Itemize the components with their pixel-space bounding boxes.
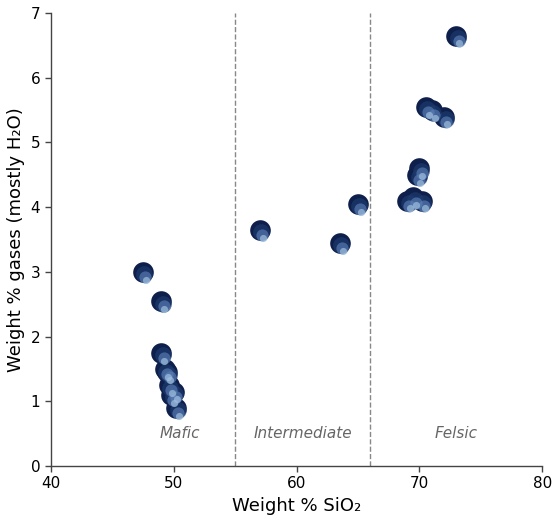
Point — [257, 228, 266, 236]
Text: Mafic: Mafic — [159, 426, 200, 442]
Point — [164, 371, 173, 379]
Point — [172, 395, 181, 404]
Point — [405, 201, 414, 210]
Point — [165, 384, 174, 392]
Point — [402, 196, 411, 205]
Point — [415, 179, 424, 187]
Point — [419, 199, 428, 207]
Point — [423, 105, 432, 114]
Point — [169, 398, 178, 407]
Point — [442, 117, 451, 126]
Point — [416, 167, 425, 175]
Point — [158, 351, 167, 360]
Point — [169, 396, 178, 404]
Point — [338, 246, 347, 255]
Point — [141, 276, 150, 284]
Point — [453, 34, 462, 42]
Point — [166, 376, 175, 384]
Point — [159, 354, 168, 362]
Point — [413, 171, 421, 179]
Point — [168, 393, 177, 401]
Point — [337, 244, 346, 252]
Point — [160, 357, 169, 365]
Point — [412, 201, 421, 209]
Point — [443, 120, 452, 128]
Point — [160, 365, 169, 373]
Point — [355, 203, 364, 211]
Point — [430, 114, 439, 122]
Point — [454, 37, 463, 45]
Point — [160, 305, 169, 313]
Point — [420, 204, 429, 212]
Point — [409, 193, 418, 201]
Text: Felsic: Felsic — [435, 426, 478, 442]
Point — [167, 386, 176, 395]
Point — [174, 411, 183, 420]
Point — [410, 196, 419, 204]
Point — [165, 373, 174, 382]
Point — [172, 393, 181, 401]
Point — [162, 367, 171, 376]
Point — [255, 226, 264, 234]
Point — [158, 300, 167, 308]
X-axis label: Weight % SiO₂: Weight % SiO₂ — [232, 497, 361, 515]
Point — [157, 297, 166, 305]
Point — [353, 200, 362, 208]
Point — [172, 404, 181, 412]
Point — [455, 39, 464, 48]
Point — [337, 241, 345, 250]
Point — [406, 204, 415, 212]
Point — [163, 370, 172, 378]
Point — [141, 273, 150, 281]
Point — [258, 233, 267, 242]
Point — [163, 368, 172, 376]
Point — [423, 108, 432, 116]
Point — [421, 103, 430, 111]
Point — [174, 409, 183, 417]
Point — [441, 115, 450, 123]
Point — [159, 302, 168, 311]
Point — [414, 173, 423, 182]
Point — [357, 208, 366, 216]
Point — [257, 231, 266, 239]
Point — [157, 349, 166, 357]
Point — [404, 199, 413, 207]
Point — [335, 239, 344, 247]
Point — [140, 270, 149, 279]
Point — [167, 389, 176, 397]
Point — [418, 172, 427, 180]
Point — [163, 373, 172, 381]
Point — [429, 109, 438, 117]
Point — [424, 110, 433, 118]
Point — [427, 106, 436, 114]
Point — [173, 406, 182, 414]
Y-axis label: Weight % gases (mostly H₂O): Weight % gases (mostly H₂O) — [7, 107, 25, 372]
Point — [169, 387, 178, 396]
Point — [439, 112, 448, 121]
Point — [139, 268, 148, 276]
Text: Intermediate: Intermediate — [253, 426, 352, 442]
Point — [429, 111, 438, 120]
Point — [417, 169, 426, 177]
Point — [164, 381, 173, 389]
Point — [170, 390, 179, 398]
Point — [167, 390, 176, 399]
Point — [415, 164, 424, 172]
Point — [411, 198, 420, 207]
Point — [418, 196, 427, 205]
Point — [415, 176, 424, 184]
Point — [452, 31, 461, 40]
Point — [420, 201, 429, 210]
Point — [356, 205, 364, 213]
